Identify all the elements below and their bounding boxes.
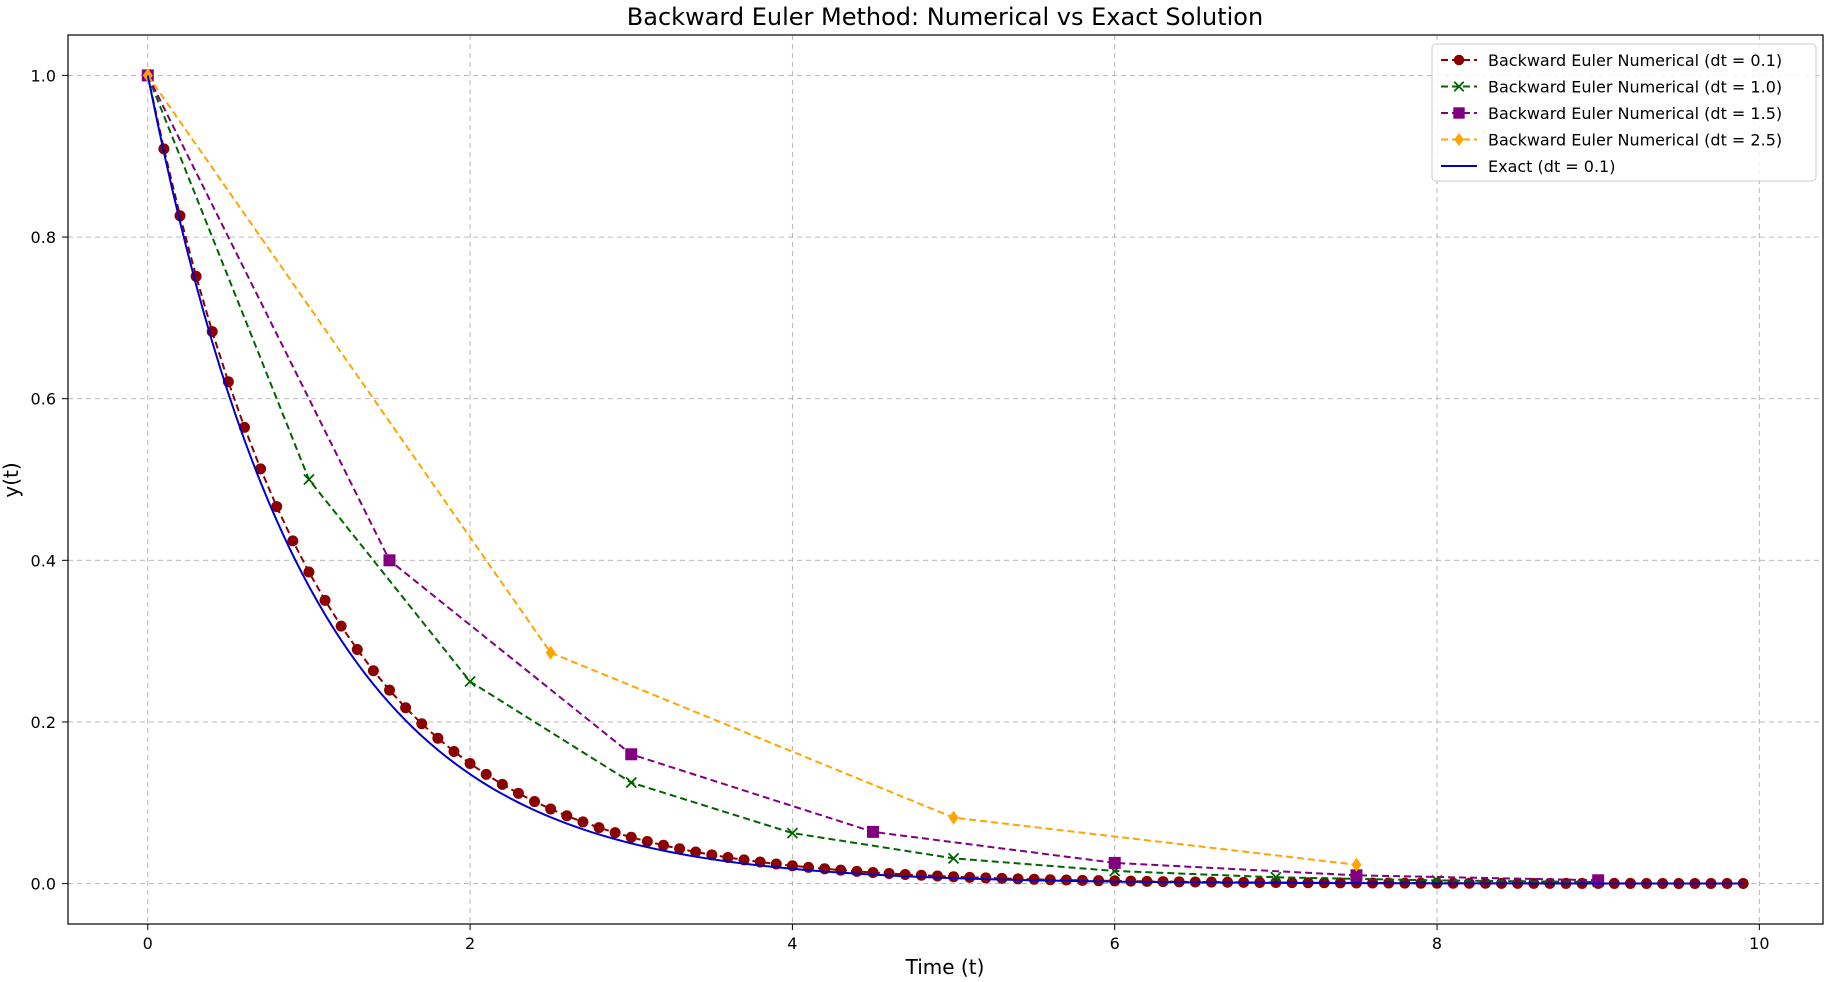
series-layer xyxy=(141,68,1749,890)
data-point xyxy=(383,554,396,567)
data-point xyxy=(448,745,460,757)
data-point xyxy=(255,463,267,475)
data-point xyxy=(625,776,637,789)
data-point xyxy=(948,810,959,825)
data-point xyxy=(980,872,992,884)
legend-label: Backward Euler Numerical (dt = 1.0) xyxy=(1488,78,1782,97)
data-point xyxy=(996,872,1008,884)
x-tick-label: 0 xyxy=(143,934,153,953)
series-0 xyxy=(142,69,1749,890)
legend-item: Exact (dt = 0.1) xyxy=(1441,157,1615,176)
legend-label: Exact (dt = 0.1) xyxy=(1488,157,1615,176)
x-tick-label: 10 xyxy=(1749,934,1769,953)
data-point xyxy=(964,871,976,883)
data-point xyxy=(1350,869,1363,882)
x-tick-label: 8 xyxy=(1432,934,1442,953)
legend-marker xyxy=(1453,107,1465,119)
data-point xyxy=(529,796,541,808)
data-point xyxy=(367,665,379,677)
y-tick-label: 0.6 xyxy=(31,390,56,409)
data-point xyxy=(625,831,637,843)
data-point xyxy=(496,778,508,790)
ticks: 0 2 4 6 8 10 0.0 0.2 0.4 0.6 0.8 1.0 xyxy=(31,66,1770,953)
legend-marker xyxy=(1453,81,1465,92)
chart-title: Backward Euler Method: Numerical vs Exac… xyxy=(627,3,1263,31)
legend-marker xyxy=(1453,54,1465,66)
data-point xyxy=(351,643,363,655)
data-point xyxy=(593,822,605,834)
legend-item: Backward Euler Numerical (dt = 1.0) xyxy=(1441,78,1782,97)
data-point xyxy=(1012,873,1024,885)
data-point xyxy=(948,871,960,883)
legend-item: Backward Euler Numerical (dt = 0.1) xyxy=(1441,51,1782,70)
data-point xyxy=(464,675,476,688)
data-point xyxy=(142,68,153,83)
legend-label: Backward Euler Numerical (dt = 2.5) xyxy=(1488,131,1782,150)
series-line xyxy=(146,74,1357,866)
data-point xyxy=(545,645,556,660)
y-tick-label: 1.0 xyxy=(31,66,56,85)
data-point xyxy=(561,810,573,822)
data-point xyxy=(866,825,879,838)
x-tick-label: 6 xyxy=(1110,934,1120,953)
series-3 xyxy=(142,68,1362,872)
data-point xyxy=(432,732,444,744)
series-line xyxy=(146,75,1744,885)
y-tick-label: 0.8 xyxy=(31,228,56,247)
data-point xyxy=(416,718,428,730)
legend-label: Backward Euler Numerical (dt = 1.5) xyxy=(1488,104,1782,123)
data-point xyxy=(786,827,799,839)
data-point xyxy=(609,827,621,839)
data-point xyxy=(400,702,412,714)
legend-box xyxy=(1431,43,1817,182)
data-point xyxy=(867,867,879,879)
legend: Backward Euler Numerical (dt = 0.1) Backw… xyxy=(1431,43,1817,182)
data-point xyxy=(883,867,895,879)
data-point xyxy=(706,849,718,861)
data-point xyxy=(303,566,315,578)
y-axis-label: y(t) xyxy=(0,462,23,497)
data-point xyxy=(915,869,927,881)
x-axis-label: Time (t) xyxy=(905,955,985,979)
series-line xyxy=(146,75,1744,885)
data-point xyxy=(899,868,911,880)
data-point xyxy=(287,535,299,547)
data-point xyxy=(512,787,524,799)
data-point xyxy=(657,839,669,851)
data-point xyxy=(1108,856,1121,869)
y-tick-label: 0.2 xyxy=(31,713,56,732)
data-point xyxy=(835,864,847,876)
y-tick-label: 0.0 xyxy=(31,875,56,894)
data-point xyxy=(690,846,702,858)
legend-label: Backward Euler Numerical (dt = 0.1) xyxy=(1488,51,1782,70)
data-point xyxy=(1270,871,1282,883)
data-point xyxy=(641,835,653,847)
data-point xyxy=(480,768,492,780)
y-tick-label: 0.4 xyxy=(31,551,56,570)
legend-marker xyxy=(1454,132,1464,147)
legend-item: Backward Euler Numerical (dt = 1.5) xyxy=(1441,104,1782,123)
data-point xyxy=(931,870,943,882)
data-point xyxy=(303,473,315,486)
data-point xyxy=(464,757,476,769)
plot-frame xyxy=(67,34,1824,925)
data-point xyxy=(545,803,557,815)
data-point xyxy=(577,816,589,828)
data-point xyxy=(1351,857,1362,872)
series-4 xyxy=(146,75,1744,885)
data-point xyxy=(384,684,396,696)
legend-item: Backward Euler Numerical (dt = 2.5) xyxy=(1441,131,1782,150)
data-point xyxy=(625,748,638,761)
x-tick-label: 2 xyxy=(465,934,475,953)
data-point xyxy=(947,852,960,864)
data-point xyxy=(674,843,686,855)
data-point xyxy=(335,620,347,632)
data-point xyxy=(271,501,283,513)
data-point xyxy=(851,865,863,877)
data-point xyxy=(319,594,331,606)
x-tick-label: 4 xyxy=(787,934,797,953)
